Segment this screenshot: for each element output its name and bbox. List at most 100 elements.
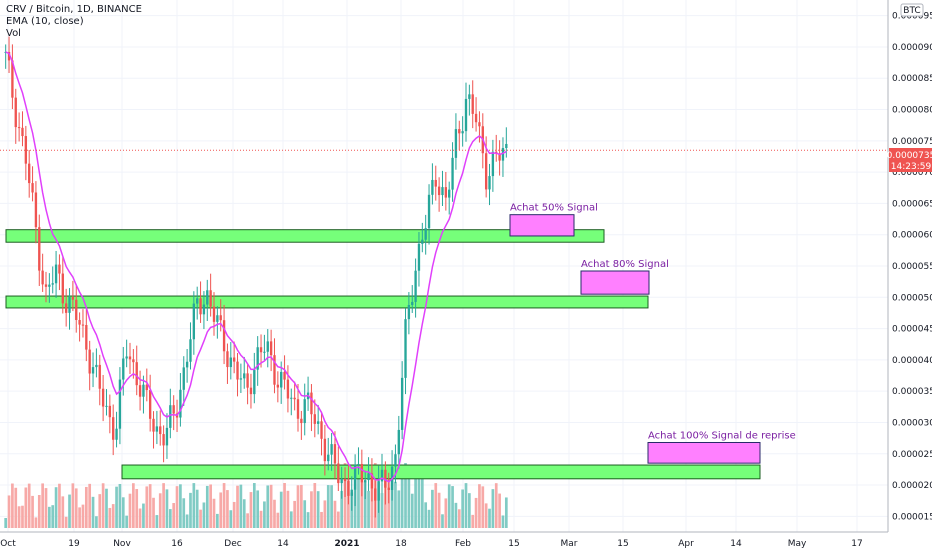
volume-bar: [48, 506, 51, 528]
x-tick-label: 14: [730, 539, 742, 549]
volume-bar: [468, 493, 471, 528]
y-tick-label: 0.0000700: [892, 168, 932, 178]
volume-bar: [229, 510, 233, 528]
candle-body: [75, 299, 78, 320]
candle-body: [337, 463, 340, 484]
price-tag-value: 0.0000735: [887, 151, 932, 161]
volume-bar: [41, 483, 44, 528]
candle-body: [313, 414, 316, 424]
volume-bar: [444, 498, 448, 528]
zone-1[interactable]: [5, 229, 605, 243]
candle-body: [448, 189, 451, 198]
price-axis[interactable]: 0.0000150 0.0000200 0.0000250 0.0000300 0.00…: [892, 12, 932, 523]
candle-body: [364, 480, 367, 483]
zone-2[interactable]: [5, 295, 649, 309]
candle-body: [340, 478, 343, 484]
volume-bar: [360, 465, 364, 528]
candle-body: [280, 371, 283, 388]
candle-body: [189, 339, 192, 362]
volume-bar: [64, 516, 68, 528]
x-tick-label: 18: [395, 539, 407, 549]
candle-body: [21, 127, 24, 137]
candle-body: [135, 362, 138, 386]
currency-badge[interactable]: BTC: [900, 3, 924, 17]
volume-bar: [74, 488, 78, 528]
time-axis[interactable]: Oct 19 Nov 16 Dec 14 2021 18 Feb 15 Mar 15 Apr 14 May 1…: [0, 539, 863, 549]
volume-bar: [81, 504, 85, 528]
volume-bar: [232, 501, 236, 528]
signal-100-box[interactable]: [647, 441, 761, 464]
candle-body: [269, 341, 273, 356]
candle-body: [159, 426, 162, 435]
candle-body: [68, 296, 71, 313]
signal-boxes[interactable]: Achat 50% Signal Achat 80% Signal Achat 10…: [509, 203, 796, 464]
candle-body: [417, 243, 421, 271]
y-tick-label: 0.0000200: [892, 481, 932, 491]
volume-bar: [296, 485, 300, 528]
volume-bar: [84, 486, 88, 528]
volume-bar: [148, 484, 152, 528]
signal-80-box[interactable]: [580, 270, 650, 295]
volume-bar: [118, 483, 122, 528]
volume-bar: [263, 501, 266, 528]
volume-bar: [226, 490, 229, 528]
zone-3[interactable]: [121, 464, 761, 480]
volume-bar: [128, 493, 132, 528]
volume-bar: [454, 502, 458, 528]
volume-bar: [95, 516, 98, 528]
volume-bar: [434, 483, 438, 528]
candle-body: [44, 284, 48, 287]
volume-bar: [494, 483, 498, 528]
volume-bar: [195, 489, 199, 528]
volume-bar: [326, 485, 330, 528]
candle-body: [192, 303, 196, 340]
candle-body: [303, 399, 306, 424]
candle-body: [357, 463, 360, 465]
volume-bar: [58, 483, 61, 528]
volume-bar: [192, 483, 196, 528]
signal-50-box[interactable]: [509, 214, 575, 237]
support-zones[interactable]: [5, 229, 761, 480]
candle-body: [118, 379, 122, 429]
candle-body: [219, 315, 222, 321]
vol-legend: Vol: [6, 28, 21, 39]
volume-bar: [216, 513, 219, 528]
price-tag: 0.0000735 14:23:59: [887, 148, 932, 172]
candle-body: [112, 417, 115, 440]
volume-bar: [447, 484, 451, 528]
volume-bar: [115, 486, 118, 528]
volume-bar: [471, 514, 475, 528]
candle-body: [229, 357, 232, 368]
candle-body: [263, 351, 266, 353]
volume-bar: [357, 464, 360, 528]
volume-bar: [98, 494, 102, 528]
volume-bar: [222, 483, 226, 528]
candle-body: [209, 290, 212, 307]
ema-legend: EMA (10, close): [6, 16, 84, 27]
ema-path: [5, 51, 507, 483]
candle-body: [360, 463, 364, 483]
candle-body: [505, 143, 508, 148]
candle-body: [286, 379, 290, 399]
volume-bar: [410, 493, 414, 528]
volume-bar: [256, 490, 260, 528]
volume-bar: [316, 491, 320, 528]
candle-body: [61, 273, 64, 304]
volume-bar: [424, 502, 428, 528]
volume-bar: [138, 508, 142, 528]
candle-body: [179, 389, 182, 418]
candle-body: [162, 434, 165, 446]
volume-bar: [437, 492, 441, 528]
x-tick-label: 2021: [334, 539, 359, 549]
candle-body: [320, 421, 323, 439]
volume-bar: [269, 484, 273, 528]
volume-bar: [266, 485, 270, 528]
candle-body: [249, 387, 253, 395]
candle-body: [58, 264, 61, 274]
volume-bar: [246, 513, 249, 528]
volume-bar: [273, 499, 276, 528]
candle-body: [458, 129, 461, 134]
candle-body: [88, 349, 91, 374]
candle-body: [64, 303, 68, 313]
